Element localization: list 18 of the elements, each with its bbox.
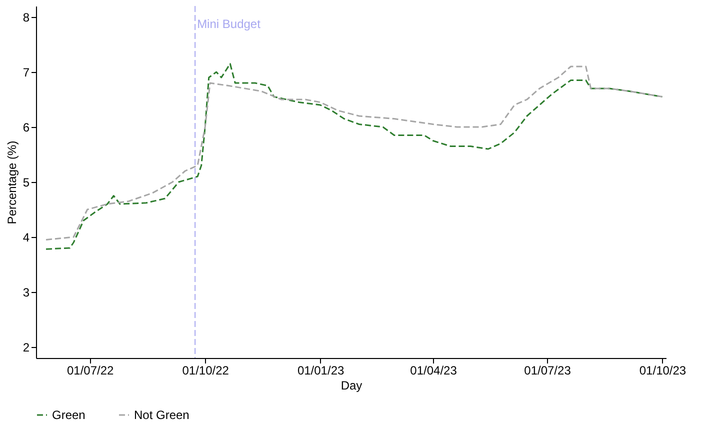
x-tick-label: 01/04/23 [410,364,458,378]
x-tick-label: 01/10/22 [182,364,230,378]
x-tick-label: 01/07/23 [524,364,572,378]
x-axis-title: Day [340,378,362,392]
x-tick-label: 01/07/22 [66,364,114,378]
y-tick-label: 4 [22,230,30,244]
legend-label: Green [52,408,86,422]
y-tick-label: 5 [22,176,30,190]
ref-line-label: Mini Budget [197,17,262,31]
y-tick-label: 8 [22,10,30,24]
y-axis-title: Percentage (%) [4,140,19,224]
y-tick-label: 2 [22,340,30,354]
x-tick-label: 01/01/23 [297,364,344,378]
y-tick-label: 3 [22,286,30,300]
y-tick-label: 7 [22,66,30,80]
x-tick-label: 01/10/23 [639,364,686,378]
legend-label: Not Green [134,408,190,422]
y-tick-label: 6 [22,120,30,134]
